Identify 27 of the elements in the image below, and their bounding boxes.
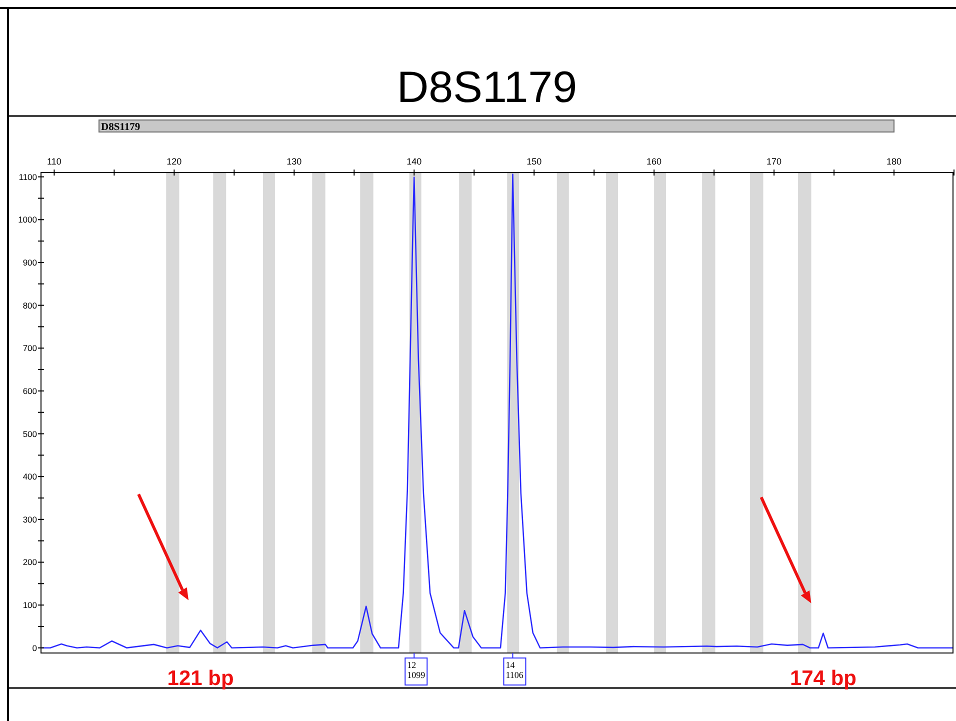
y-tick-label: 600 [22, 386, 38, 396]
annotation: 14 1106 [506, 660, 524, 680]
chart-title: D8S1179 [396, 63, 578, 112]
y-tick-label: 0 [32, 642, 38, 653]
y-tick-label: 200 [22, 557, 38, 568]
y-tick-label: 500 [22, 428, 38, 439]
y-tick-label: 1100 [18, 172, 38, 182]
x-tick-label: 140 [406, 156, 422, 167]
y-tick-label: 700 [22, 343, 38, 354]
x-tick-label: 160 [646, 156, 662, 167]
annotation: 121 bp [167, 667, 234, 690]
annotation: 174 bp [790, 667, 856, 690]
x-tick-label: 180 [886, 156, 902, 167]
y-tick-label: 1000 [18, 214, 38, 225]
x-tick-label: 110 [47, 156, 62, 167]
x-tick-label: 150 [526, 156, 542, 167]
line-series [41, 174, 954, 649]
y-tick-label: 900 [22, 257, 38, 268]
annotation: 12 1099 [407, 660, 426, 680]
y-tick-label: 300 [22, 514, 38, 524]
x-tick-label: 170 [766, 156, 782, 167]
y-tick-label: 800 [22, 300, 38, 310]
y-tick-label: 400 [22, 472, 38, 482]
text: D8S1179 [101, 122, 140, 133]
y-tick-label: 100 [22, 600, 38, 610]
x-tick-label: 130 [286, 156, 302, 167]
x-tick-label: 120 [166, 156, 182, 167]
